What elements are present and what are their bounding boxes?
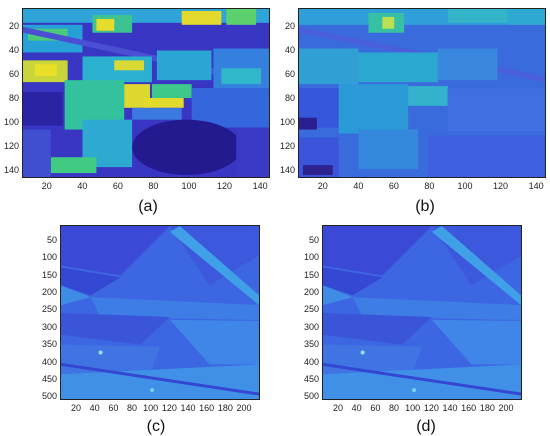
caption-b: (b) [415,198,435,215]
x-tick-label: 140 [180,403,196,413]
x-tick-label: 120 [217,181,233,191]
y-tick-label: 100 [41,252,57,263]
y-tick-label: 450 [303,373,319,384]
x-tick-label: 20 [332,403,343,413]
caption-a: (a) [138,198,158,215]
x-tick-label: 80 [424,181,435,191]
y-tick-label: 350 [303,339,319,350]
x-tick-label: 100 [457,181,473,191]
x-tick-label: 60 [388,181,399,191]
x-tick-label: 20 [317,181,328,191]
y-tick-label: 250 [41,304,57,315]
y-tick-label: 140 [3,165,19,176]
y-tick-label: 100 [279,117,295,128]
y-tick-label: 20 [8,20,19,31]
y-tick-label: 60 [284,68,295,79]
y-tick-label: 300 [41,321,57,332]
x-tick-label: 60 [112,181,123,191]
y-tick-label: 100 [303,252,319,263]
x-tick-label: 200 [236,403,252,413]
x-tick-label: 100 [405,403,421,413]
y-tick-label: 500 [303,391,319,402]
y-tick-label: 250 [303,304,319,315]
y-tick-label: 40 [8,44,19,55]
image-plot-a [22,8,270,178]
x-tick-label: 60 [370,403,381,413]
x-tick-label: 160 [199,403,215,413]
x-tick-label: 100 [143,403,159,413]
image-plot-c [60,225,260,400]
y-tick-label: 80 [8,92,19,103]
y-tick-label: 50 [46,234,57,245]
x-tick-label: 80 [388,403,399,413]
x-tick-label: 120 [493,181,509,191]
x-tick-label: 60 [108,403,119,413]
y-tick-label: 150 [41,269,57,280]
y-tick-label: 120 [279,141,295,152]
caption-c: (c) [146,418,166,435]
y-tick-label: 300 [303,321,319,332]
x-tick-label: 140 [528,181,544,191]
x-tick-label: 180 [479,403,495,413]
caption-d: (d) [416,418,436,435]
image-plot-d [322,225,522,400]
y-tick-label: 400 [303,356,319,367]
hyperspectral-image-c [61,226,259,399]
y-tick-label: 60 [8,68,19,79]
x-tick-label: 120 [161,403,177,413]
y-tick-label: 350 [41,339,57,350]
x-tick-label: 20 [70,403,81,413]
y-tick-label: 40 [284,44,295,55]
image-plot-b [298,8,546,178]
y-tick-label: 500 [41,391,57,402]
y-tick-label: 200 [41,286,57,297]
hyperspectral-image-a [23,9,269,177]
x-tick-label: 80 [148,181,159,191]
x-tick-label: 120 [423,403,439,413]
hyperspectral-image-b [299,9,545,177]
y-tick-label: 120 [3,141,19,152]
y-tick-label: 50 [308,234,319,245]
y-tick-label: 400 [41,356,57,367]
x-tick-label: 160 [461,403,477,413]
x-tick-label: 200 [498,403,514,413]
x-tick-label: 40 [89,403,100,413]
x-tick-label: 40 [351,403,362,413]
y-tick-label: 20 [284,20,295,31]
x-tick-label: 100 [181,181,197,191]
x-tick-label: 20 [41,181,52,191]
y-tick-label: 100 [3,117,19,128]
x-tick-label: 140 [442,403,458,413]
y-tick-label: 450 [41,373,57,384]
x-tick-label: 40 [353,181,364,191]
y-tick-label: 200 [303,286,319,297]
x-tick-label: 140 [252,181,268,191]
x-tick-label: 40 [77,181,88,191]
y-tick-label: 80 [284,92,295,103]
x-tick-label: 80 [126,403,137,413]
y-tick-label: 150 [303,269,319,280]
x-tick-label: 180 [217,403,233,413]
hyperspectral-image-d [323,226,521,399]
y-tick-label: 140 [279,165,295,176]
